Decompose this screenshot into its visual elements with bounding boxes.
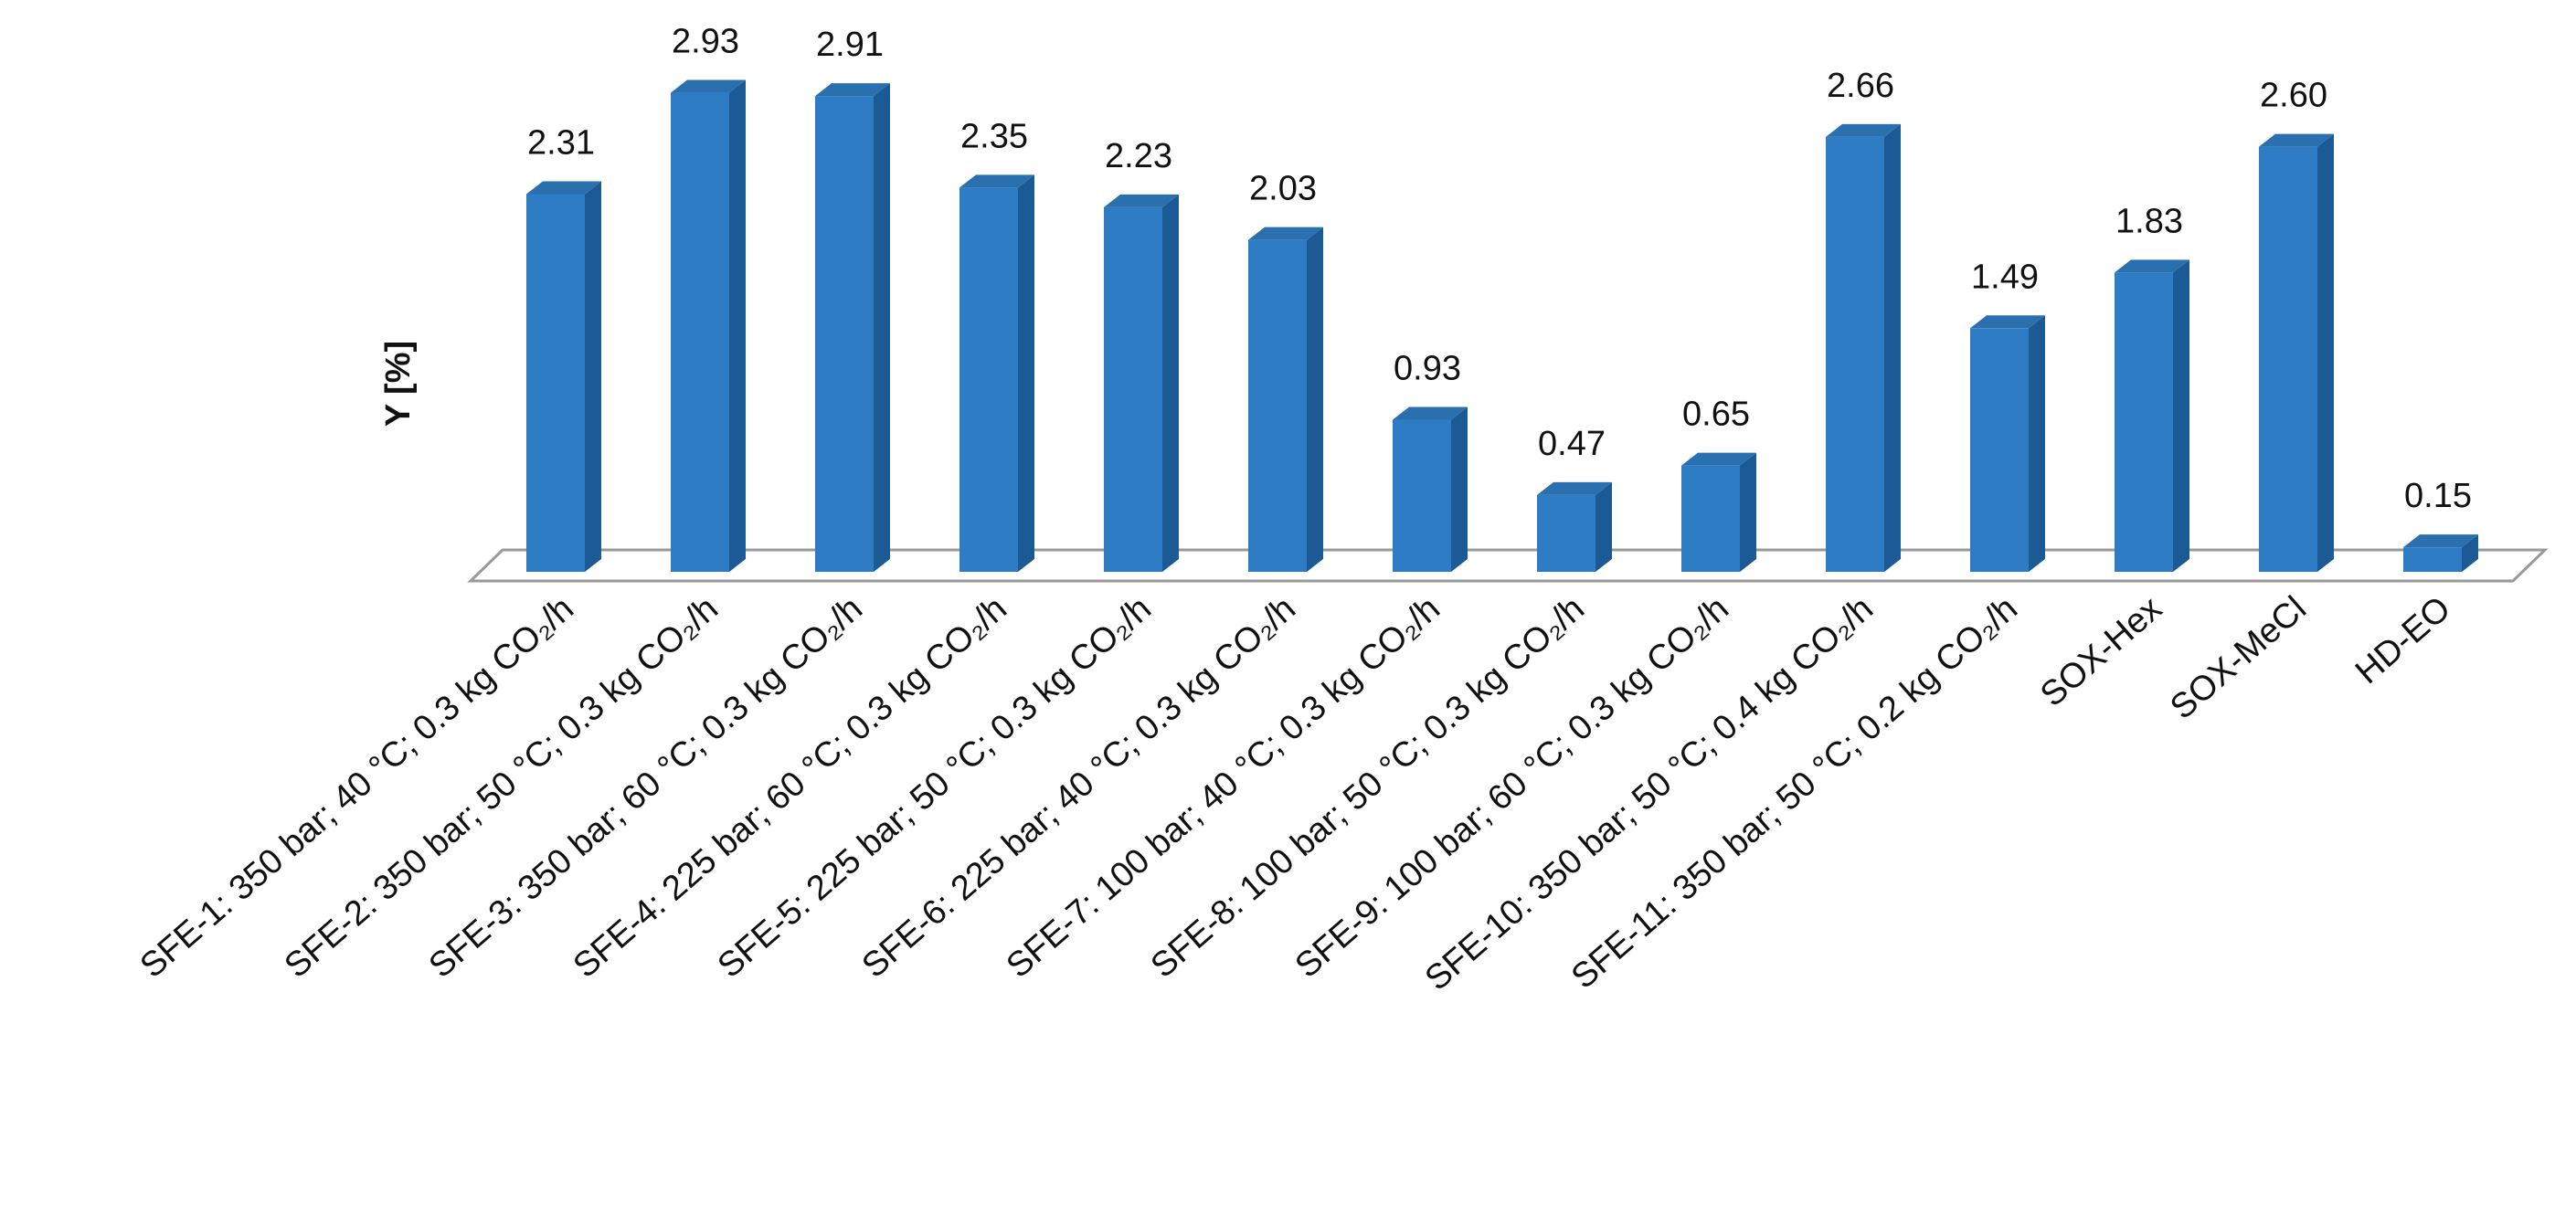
- bar-top: [2259, 133, 2334, 147]
- bar-top: [1970, 315, 2045, 329]
- bar-top: [2115, 259, 2189, 273]
- bar-side: [1451, 406, 1468, 572]
- bar-front: [526, 194, 585, 572]
- bar: [671, 79, 746, 572]
- bar-side: [585, 181, 601, 572]
- bar: [2403, 534, 2478, 572]
- bar-side: [1740, 452, 1756, 572]
- bar-side: [1595, 481, 1612, 572]
- value-label: 1.49: [1971, 258, 2039, 296]
- bar-side: [874, 83, 890, 573]
- bar-side: [1162, 194, 1179, 572]
- bar: [815, 83, 890, 573]
- bar: [1248, 227, 1323, 572]
- value-label: 2.31: [527, 124, 595, 163]
- bar-top: [1681, 452, 1756, 466]
- bar-front: [2115, 272, 2173, 572]
- value-label: 2.35: [960, 117, 1028, 155]
- value-label: 2.91: [816, 26, 884, 64]
- bar-front: [1826, 136, 1884, 573]
- bar-side: [1307, 227, 1323, 572]
- value-label: 2.93: [672, 23, 739, 61]
- bar-top: [959, 174, 1034, 188]
- value-label: 2.66: [1827, 67, 1894, 105]
- value-label: 0.15: [2404, 477, 2472, 515]
- bar-front: [1970, 328, 2029, 572]
- value-label: 2.60: [2260, 77, 2327, 115]
- bar-top: [815, 83, 890, 97]
- bar: [1104, 194, 1179, 572]
- bar-top: [1104, 194, 1179, 207]
- bar-front: [1248, 239, 1307, 572]
- bar-side: [1018, 174, 1034, 572]
- bar: [1970, 315, 2045, 572]
- value-label: 2.23: [1105, 137, 1172, 175]
- bar-front: [1104, 206, 1162, 572]
- x-tick-label: HD-EO: [2348, 589, 2458, 691]
- bar-side: [729, 79, 746, 572]
- y-axis-label: Y [%]: [379, 341, 418, 427]
- value-label: 2.03: [1249, 170, 1317, 208]
- bar-front: [2403, 547, 2462, 572]
- bar: [1537, 481, 1612, 572]
- bar: [1681, 452, 1756, 572]
- bar-front: [1681, 465, 1740, 572]
- value-label: 0.65: [1682, 396, 1750, 434]
- bar-top: [1248, 227, 1323, 240]
- bar-side: [2462, 534, 2478, 572]
- x-tick-label: SOX-MeCl: [2163, 589, 2314, 727]
- bar-side: [2317, 133, 2334, 572]
- bar-front: [1393, 419, 1451, 572]
- bar-front: [1537, 494, 1595, 572]
- bar-top: [1393, 406, 1468, 420]
- bar: [1826, 123, 1901, 573]
- floor: [467, 548, 2549, 583]
- bar-front: [671, 92, 729, 572]
- bar-top: [2403, 534, 2478, 548]
- bar: [2259, 133, 2334, 572]
- bar-side: [1884, 123, 1901, 573]
- bar: [1393, 406, 1468, 572]
- bar: [2115, 259, 2189, 572]
- value-label: 1.83: [2115, 202, 2183, 240]
- value-label: 0.47: [1538, 425, 1606, 463]
- bar-front: [815, 96, 874, 573]
- value-label: 0.93: [1394, 350, 1461, 388]
- bar-side: [2029, 315, 2045, 572]
- x-tick-label: SOX-Hex: [2033, 589, 2169, 714]
- bar-side: [2173, 259, 2189, 572]
- bar-front: [959, 187, 1018, 572]
- bar-front: [2259, 146, 2317, 572]
- bar: [526, 181, 601, 572]
- bar-top: [526, 181, 601, 195]
- bar-top: [671, 79, 746, 93]
- bar-top: [1537, 481, 1612, 495]
- bar: [959, 174, 1034, 572]
- bar-top: [1826, 123, 1901, 137]
